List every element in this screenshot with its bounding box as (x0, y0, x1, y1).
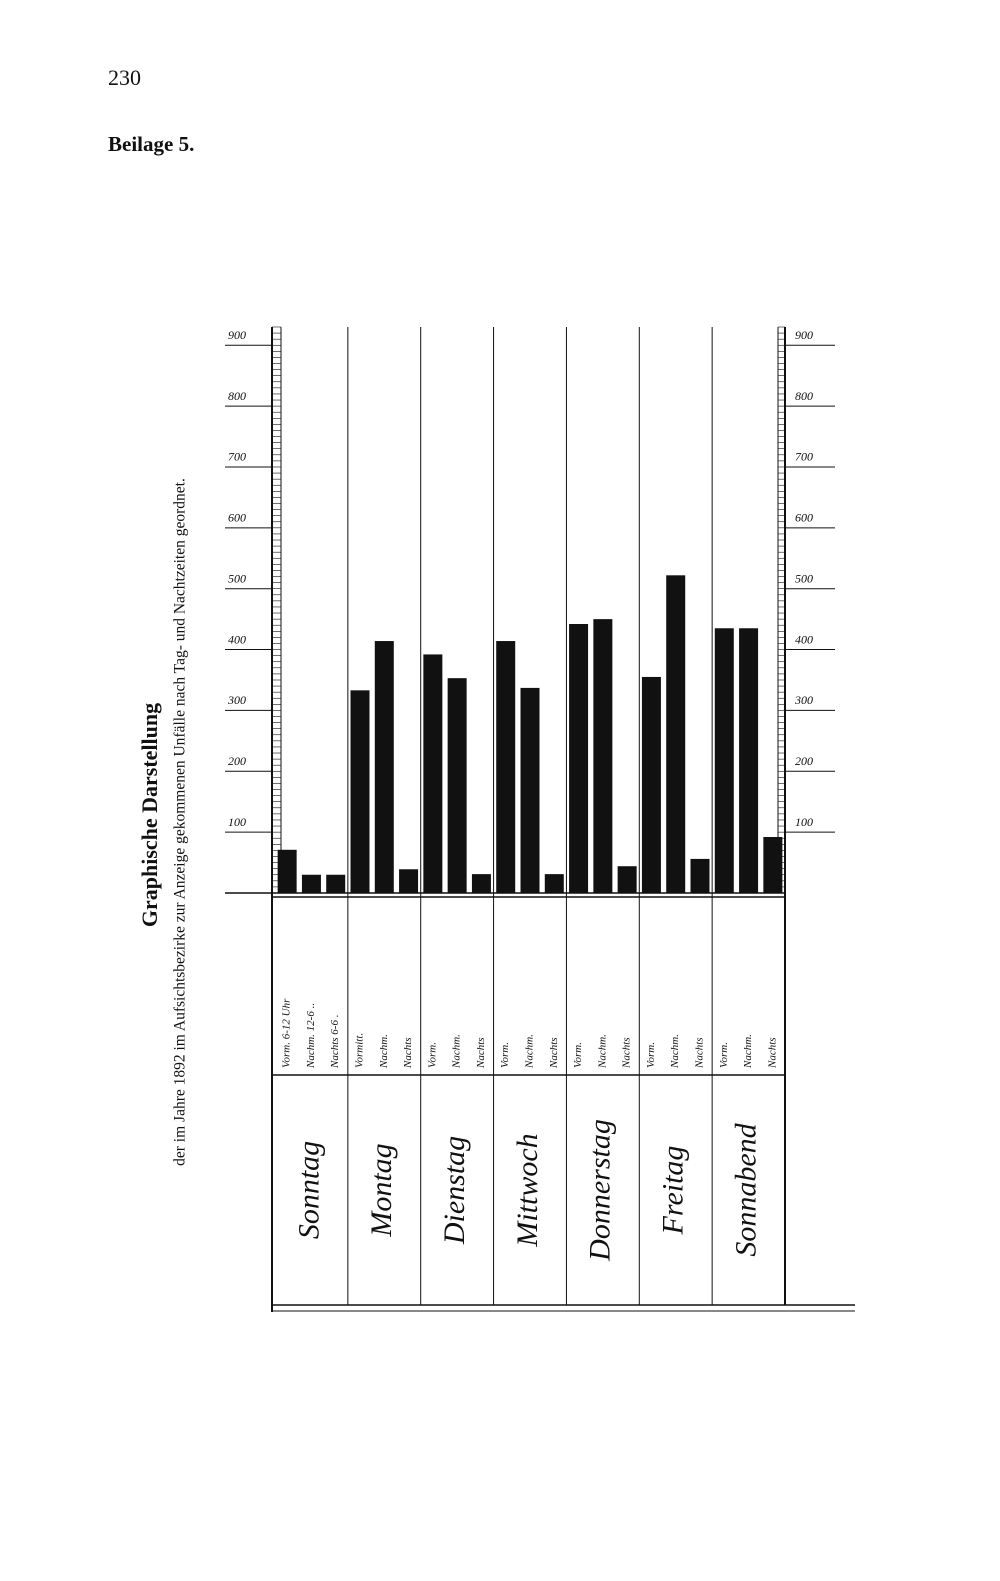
x-tick-label: Nachts (548, 1037, 560, 1069)
bar (277, 849, 297, 893)
chart-title: Graphische Darstellung (137, 703, 162, 927)
y-tick-label: 600 (228, 511, 246, 525)
page-number: 230 (108, 65, 141, 90)
y-tick-label-right: 800 (795, 389, 813, 403)
x-tick-label: Nachm. (524, 1034, 536, 1069)
x-tick-label: Vorm. (499, 1042, 511, 1068)
chart-subtitle: der im Jahre 1892 im Aufsichtsbezirke zu… (172, 478, 189, 1166)
bar (301, 874, 321, 893)
y-tick-label-right: 700 (795, 450, 813, 464)
day-label: Montag (365, 1143, 398, 1237)
y-tick-label: 800 (228, 389, 246, 403)
x-tick-label: Vorm. (572, 1042, 584, 1068)
x-tick-label: Vormitt. (354, 1033, 366, 1068)
y-tick-label: 100 (228, 815, 246, 829)
day-label: Dienstag (438, 1136, 471, 1245)
x-tick-label: Nachm. (451, 1034, 463, 1069)
y-tick-label-right: 600 (795, 511, 813, 525)
bar (666, 575, 686, 893)
bar (690, 858, 710, 893)
bar (326, 874, 346, 893)
x-tick-label: Vorm. 6-12 Uhr (281, 998, 293, 1068)
y-tick-label-right: 300 (794, 693, 813, 707)
bar (544, 874, 564, 893)
bar (617, 866, 637, 893)
bar (739, 628, 759, 893)
y-tick-label: 200 (228, 754, 246, 768)
bar (641, 676, 661, 893)
y-tick-label-right: 200 (795, 754, 813, 768)
x-tick-label: Nachts (475, 1037, 487, 1069)
heading: Beilage 5. (108, 132, 194, 156)
x-tick-label: Nachts (621, 1037, 633, 1069)
bar (374, 641, 394, 893)
bar (471, 874, 491, 893)
x-tick-label: Nachts (694, 1037, 706, 1069)
y-tick-label: 400 (228, 632, 246, 646)
x-tick-label: Vorm. (426, 1042, 438, 1068)
y-tick-label-right: 400 (795, 632, 813, 646)
x-tick-label: Nachm. (378, 1034, 390, 1069)
y-tick-label: 300 (227, 693, 246, 707)
day-label: Sonnabend (729, 1122, 762, 1256)
bar (520, 687, 540, 893)
y-tick-label: 700 (228, 450, 246, 464)
bar (714, 628, 734, 893)
bar (569, 623, 589, 893)
bar (399, 869, 419, 893)
day-label: Donnerstag (584, 1119, 617, 1262)
day-label: Mittwoch (511, 1133, 544, 1247)
x-tick-label: Nachm. 12-6 .. (305, 1003, 317, 1069)
bar (423, 654, 443, 893)
y-tick-label: 900 (228, 328, 246, 342)
bar (350, 690, 370, 893)
y-tick-label-right: 900 (795, 328, 813, 342)
bar (496, 641, 516, 893)
day-label: Freitag (657, 1146, 690, 1236)
bar (447, 678, 467, 893)
y-tick-label-right: 100 (795, 815, 813, 829)
x-tick-label: Nachm. (742, 1034, 754, 1069)
x-tick-label: Vorm. (645, 1042, 657, 1068)
x-tick-label: Nachm. (596, 1034, 608, 1069)
x-tick-label: Vorm. (718, 1042, 730, 1068)
bar (593, 619, 613, 893)
y-tick-label-right: 500 (795, 571, 813, 585)
day-label: Sonntag (292, 1141, 325, 1239)
x-tick-label: Nachts 6-6 . (329, 1015, 341, 1069)
bar (763, 837, 783, 893)
y-tick-label: 500 (228, 571, 246, 585)
x-tick-label: Nachts (402, 1037, 414, 1069)
x-tick-label: Nachts (766, 1037, 778, 1069)
x-tick-label: Nachm. (669, 1034, 681, 1069)
